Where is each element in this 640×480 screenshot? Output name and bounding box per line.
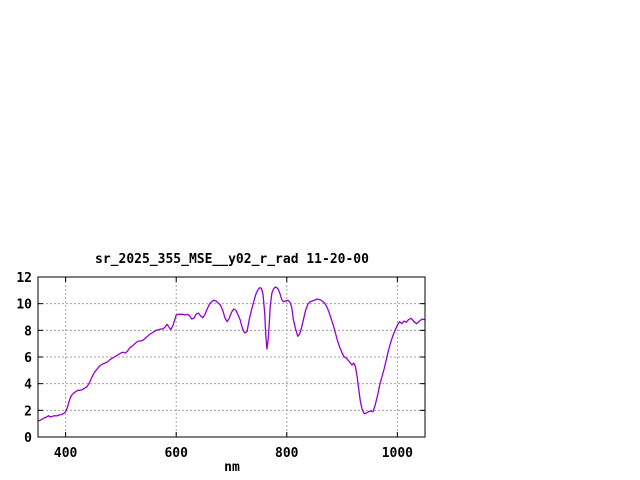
chart-title: sr_2025_355_MSE__y02_r_rad 11-20-00	[95, 252, 369, 267]
y-tick-label: 0	[24, 431, 32, 446]
x-axis-label: nm	[224, 460, 240, 475]
y-tick-label: 2	[24, 404, 32, 419]
y-tick-label: 4	[24, 378, 32, 393]
spectral-curve	[37, 286, 426, 422]
series-line	[37, 286, 426, 422]
y-tick-label: 8	[24, 324, 32, 339]
y-tick-label: 12	[16, 271, 32, 286]
plot-border	[37, 276, 426, 438]
x-tick-label: 600	[164, 446, 188, 461]
x-tick-label: 1000	[382, 446, 413, 461]
x-tick-label: 800	[275, 446, 299, 461]
y-tick-label: 6	[24, 351, 32, 366]
tick-labels: 400 600 800 1000 0 2 4 6 8 10 12	[16, 271, 413, 461]
grid-lines	[38, 277, 425, 437]
y-tick-label: 10	[16, 298, 32, 313]
x-tick-label: 400	[54, 446, 78, 461]
